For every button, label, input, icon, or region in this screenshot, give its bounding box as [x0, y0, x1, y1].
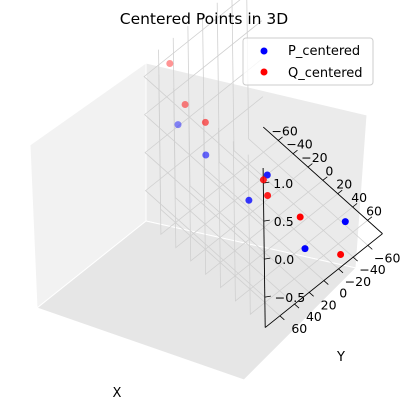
x-tick-mark — [292, 149, 298, 155]
point-p-centered — [202, 151, 210, 159]
y-tick-label: 60 — [291, 321, 307, 336]
y-tick-mark — [352, 256, 358, 262]
z-tick-label: 0.0 — [274, 252, 294, 267]
data-points — [166, 60, 349, 258]
x-axis-label: X — [113, 386, 122, 401]
point-q-centered — [296, 213, 304, 221]
z-tick-label: 1.0 — [273, 176, 293, 191]
x-tick-label: −60 — [271, 123, 297, 138]
z-gridline — [144, 96, 266, 298]
y-tick-mark — [294, 303, 300, 309]
z-tick-mark — [264, 295, 271, 298]
x-tick-mark — [337, 189, 343, 194]
z-tick-mark — [263, 219, 270, 222]
tick-marks: −60−40−200204060−60−40−200204060−0.50.00… — [263, 123, 400, 336]
point-p-centered — [301, 245, 309, 253]
y-tick-mark — [367, 245, 373, 250]
legend-marker-p-centered — [260, 47, 268, 55]
point-q-centered — [259, 176, 267, 184]
z-gridline — [144, 58, 265, 260]
y-tick-label: 0 — [339, 286, 347, 301]
x-tick-mark — [352, 203, 358, 208]
y-axis-label: Y — [336, 350, 345, 365]
floor-pane — [35, 220, 357, 381]
legend-label-q-centered: Q_centered — [288, 66, 363, 81]
y-tick-mark — [338, 268, 344, 274]
legend-box — [242, 37, 374, 86]
z-tick-mark — [264, 257, 271, 260]
point-p-centered — [245, 196, 253, 204]
x-tick-label: −40 — [286, 137, 312, 152]
x-tick-mark — [322, 176, 328, 181]
z-tick-label: 0.5 — [274, 214, 294, 229]
y-tick-label: 20 — [321, 297, 337, 312]
z-tick-label: −0.5 — [275, 290, 305, 305]
chart-title: Centered Points in 3D — [120, 10, 289, 28]
y-tick-label: −20 — [345, 274, 371, 289]
legend: P_centered Q_centered — [242, 37, 374, 86]
y-tick-mark — [323, 280, 329, 285]
point-p-centered — [263, 171, 271, 179]
x-tick-label: 0 — [325, 163, 333, 178]
y-tick-mark — [279, 315, 285, 321]
point-q-centered — [201, 118, 209, 126]
x-tick-label: 20 — [336, 177, 352, 192]
point-p-centered — [174, 121, 182, 129]
x-tick-label: 60 — [366, 203, 382, 218]
x-tick-mark — [277, 136, 283, 141]
z-gridline — [143, 0, 264, 184]
y-tick-label: 40 — [306, 309, 322, 324]
point-p-centered — [341, 218, 349, 226]
x-tick-mark — [367, 216, 373, 221]
y-tick-mark — [308, 292, 314, 297]
y-tick-label: −60 — [374, 250, 400, 265]
legend-label-p-centered: P_centered — [288, 44, 360, 59]
gridlines — [143, 0, 369, 317]
point-q-centered — [337, 251, 345, 258]
z-axis-line — [262, 167, 266, 328]
point-q-centered — [264, 192, 272, 199]
z-gridline — [143, 20, 265, 222]
legend-marker-q-centered — [260, 68, 268, 76]
x-tick-label: 40 — [351, 190, 367, 205]
point-q-centered — [181, 101, 189, 108]
y-tick-label: −40 — [359, 262, 385, 277]
point-q-centered — [166, 60, 174, 67]
x-tick-mark — [307, 163, 313, 168]
x-tick-label: −20 — [301, 150, 327, 165]
